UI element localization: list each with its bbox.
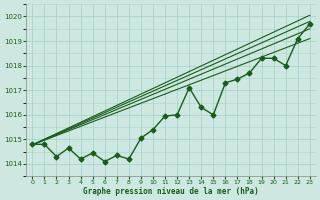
X-axis label: Graphe pression niveau de la mer (hPa): Graphe pression niveau de la mer (hPa) — [83, 187, 259, 196]
